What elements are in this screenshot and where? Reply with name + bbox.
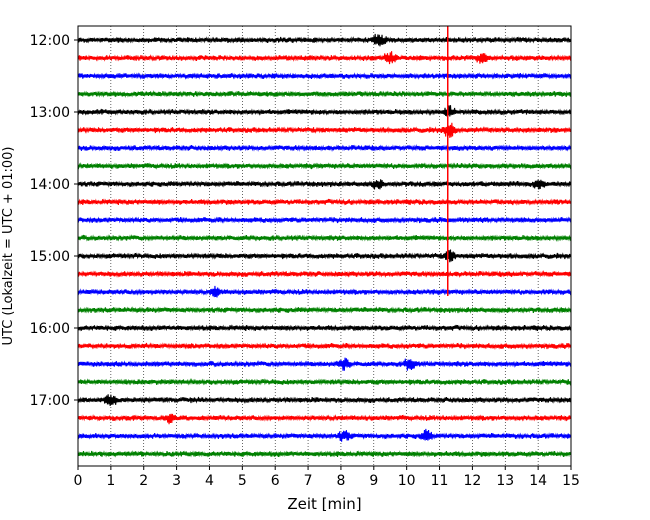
trace-1515 <box>77 270 572 278</box>
trace-1230 <box>77 72 572 80</box>
trace-1300 <box>77 105 572 117</box>
x-tick-label: 2 <box>139 473 148 489</box>
x-axis: 0 1 2 3 4 5 6 7 8 9 10 11 12 13 14 15 <box>74 466 580 489</box>
trace-1645 <box>77 378 572 386</box>
x-tick-label: 12 <box>463 473 481 489</box>
trace-1200 <box>77 33 572 47</box>
trace-1330 <box>77 144 572 152</box>
x-tick-label: 4 <box>205 473 214 489</box>
trace-1215 <box>77 51 572 65</box>
y-tick-label: 15:00 <box>30 249 70 265</box>
plot-frame <box>77 25 572 467</box>
trace-1400 <box>77 179 572 190</box>
x-tick-label: 14 <box>529 473 547 489</box>
x-tick-label: 13 <box>496 473 514 489</box>
traces-layer <box>77 33 572 458</box>
y-tick-label: 12:00 <box>30 33 70 49</box>
trace-1530 <box>77 285 572 298</box>
trace-1500 <box>77 249 572 263</box>
x-tick-label: 7 <box>304 473 313 489</box>
trace-1415 <box>77 198 572 206</box>
trace-1445 <box>77 234 572 242</box>
trace-1245 <box>77 90 572 98</box>
x-tick-label: 3 <box>172 473 181 489</box>
y-axis: 12:00 13:00 14:00 15:00 16:00 17:00 <box>30 33 78 409</box>
grid-layer <box>110 26 539 466</box>
x-axis-label: Zeit [min] <box>287 495 361 513</box>
trace-1630 <box>77 357 572 371</box>
y-tick-label: 14:00 <box>30 177 70 193</box>
x-tick-label: 10 <box>398 473 416 489</box>
x-tick-label: 11 <box>431 473 449 489</box>
x-tick-label: 15 <box>562 473 580 489</box>
y-tick-label: 16:00 <box>30 321 70 337</box>
trace-1715 <box>77 413 572 425</box>
trace-1600 <box>77 324 572 332</box>
x-tick-label: 0 <box>74 473 83 489</box>
x-tick-label: 8 <box>336 473 345 489</box>
x-tick-label: 1 <box>106 473 115 489</box>
trace-1430 <box>77 216 572 224</box>
y-axis-label: UTC (Lokalzeit = UTC + 01:00) <box>1 147 16 346</box>
trace-1615 <box>77 342 572 350</box>
trace-1545 <box>77 306 572 314</box>
x-tick-label: 5 <box>238 473 247 489</box>
trace-1730 <box>77 428 572 442</box>
trace-1315 <box>77 122 572 138</box>
trace-1700 <box>77 394 572 407</box>
trace-1745 <box>77 450 572 458</box>
x-tick-label: 9 <box>369 473 378 489</box>
y-tick-label: 13:00 <box>30 105 70 121</box>
x-tick-label: 6 <box>271 473 280 489</box>
trace-1345 <box>77 162 572 170</box>
y-tick-label: 17:00 <box>30 393 70 409</box>
